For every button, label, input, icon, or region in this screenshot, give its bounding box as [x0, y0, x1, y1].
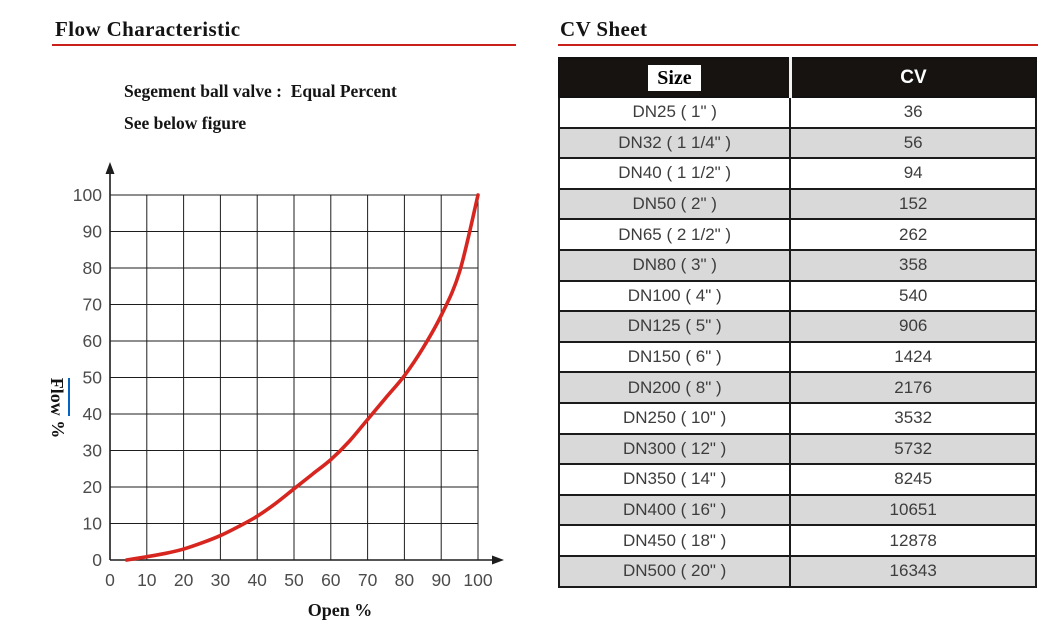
- cv-cell: 358: [789, 248, 1037, 282]
- x-tick-label: 0: [105, 570, 115, 590]
- table-row: DN25 ( 1" ) 36: [557, 96, 1037, 129]
- cv-cell: 12878: [789, 524, 1037, 557]
- size-cell: DN100 ( 4" ): [557, 279, 792, 313]
- table-header-size: Size: [557, 57, 792, 98]
- cv-cell: 8245: [789, 463, 1037, 496]
- cv-section: CV Sheet Size CV DN25 ( 1" ) 36 DN32 ( 1 1…: [540, 0, 1057, 640]
- y-tick-label: 10: [83, 514, 103, 534]
- table-row: DN40 ( 1 1/2" ) 94: [557, 157, 1037, 190]
- x-tick-label: 40: [247, 570, 267, 590]
- table-row: DN450 ( 18" ) 12878: [557, 524, 1037, 557]
- table-row: DN350 ( 14" ) 8245: [557, 463, 1037, 496]
- see-figure-text: See below figure: [124, 113, 247, 133]
- size-cell: DN250 ( 10" ): [557, 401, 792, 435]
- cv-table: Size CV DN25 ( 1" ) 36 DN32 ( 1 1/4" ) 56 DN…: [557, 57, 1037, 588]
- y-axis-label-unit: %: [48, 415, 69, 439]
- flow-section: Flow Characteristic Segement ball valve …: [46, 17, 516, 620]
- size-cell: DN150 ( 6" ): [557, 340, 792, 374]
- table-row: DN300 ( 12" ) 5732: [557, 432, 1037, 466]
- size-cell: DN300 ( 12" ): [557, 432, 792, 466]
- size-cell: DN32 ( 1 1/4" ): [557, 126, 792, 160]
- x-axis-label: Open %: [307, 600, 373, 620]
- y-tick-label: 50: [83, 368, 103, 388]
- cv-cell: 2176: [789, 371, 1037, 404]
- cv-cell: 1424: [789, 340, 1037, 374]
- cv-cell: 94: [789, 157, 1037, 190]
- table-row: DN150 ( 6" ) 1424: [557, 340, 1037, 374]
- cv-title-underline: [558, 44, 1038, 46]
- x-tick-label: 30: [211, 570, 231, 590]
- table-row: DN80 ( 3" ) 358: [557, 248, 1037, 282]
- y-tick-label: 30: [83, 441, 103, 461]
- x-tick-label: 90: [431, 570, 451, 590]
- equal-percent-curve: [124, 193, 480, 562]
- table-row: DN200 ( 8" ) 2176: [557, 371, 1037, 404]
- x-tick-label: 80: [395, 570, 415, 590]
- size-cell: DN80 ( 3" ): [557, 248, 792, 282]
- table-row: DN100 ( 4" ) 540: [557, 279, 1037, 313]
- table-row: DN50 ( 2" ) 152: [557, 187, 1037, 221]
- flow-title-underline: [52, 44, 516, 46]
- cv-cell: 5732: [789, 432, 1037, 466]
- x-tick-label: 20: [174, 570, 194, 590]
- y-axis-label-word: Flow: [46, 377, 70, 416]
- x-tick-label: 100: [463, 570, 492, 590]
- y-tick-label: 40: [83, 404, 103, 424]
- x-axis-arrow: [492, 555, 504, 565]
- x-tick-label: 50: [284, 570, 304, 590]
- cv-cell: 152: [789, 187, 1037, 221]
- size-cell: DN500 ( 20" ): [557, 554, 792, 588]
- size-cell: DN40 ( 1 1/2" ): [557, 157, 792, 190]
- flow-chart-svg: 0 10 20 30 40 50 60 70 80 90 100 0 10 20 30 40 50 60 70 80 9…: [73, 162, 504, 590]
- size-cell: DN25 ( 1" ): [557, 96, 792, 129]
- valve-type-text: Segement ball valve : Equal Percent: [124, 81, 397, 101]
- size-cell: DN65 ( 2 1/2" ): [557, 218, 792, 251]
- flow-title: Flow Characteristic: [55, 17, 241, 41]
- cv-cell: 540: [789, 279, 1037, 313]
- table-row: DN65 ( 2 1/2" ) 262: [557, 218, 1037, 251]
- size-cell: DN450 ( 18" ): [557, 524, 792, 557]
- size-cell: DN350 ( 14" ): [557, 463, 792, 496]
- cv-cell: 36: [789, 96, 1037, 129]
- cv-cell: 3532: [789, 401, 1037, 435]
- y-axis-label: Flow %: [46, 352, 70, 464]
- y-tick-label: 80: [83, 258, 103, 278]
- y-tick-label: 100: [73, 185, 102, 205]
- size-cell: DN50 ( 2" ): [557, 187, 792, 221]
- x-tick-label: 10: [137, 570, 157, 590]
- y-tick-label: 20: [83, 477, 103, 497]
- table-row: DN400 ( 16" ) 10651: [557, 493, 1037, 527]
- cv-cell: 16343: [789, 554, 1037, 588]
- table-row: DN32 ( 1 1/4" ) 56: [557, 126, 1037, 160]
- cv-cell: 56: [789, 126, 1037, 160]
- x-tick-label: 60: [321, 570, 341, 590]
- table-row: DN250 ( 10" ) 3532: [557, 401, 1037, 435]
- cv-cell: 10651: [789, 493, 1037, 527]
- cv-title: CV Sheet: [560, 17, 648, 41]
- cv-cell: 906: [789, 310, 1037, 343]
- table-header-row: Size CV: [557, 57, 1037, 98]
- cv-cell: 262: [789, 218, 1037, 251]
- table-header-cv: CV: [788, 57, 1037, 98]
- y-tick-label: 90: [83, 222, 103, 242]
- size-cell: DN400 ( 16" ): [557, 493, 792, 527]
- y-axis-arrow: [105, 162, 115, 174]
- size-cell: DN125 ( 5" ): [557, 310, 792, 343]
- size-cell: DN200 ( 8" ): [557, 371, 792, 404]
- table-row: DN125 ( 5" ) 906: [557, 310, 1037, 343]
- x-tick-label: 70: [358, 570, 378, 590]
- cv-table-body: DN25 ( 1" ) 36 DN32 ( 1 1/4" ) 56 DN40 ( 1 1…: [557, 96, 1037, 588]
- y-tick-label: 60: [83, 331, 103, 351]
- y-tick-label: 70: [83, 295, 103, 315]
- table-row: DN500 ( 20" ) 16343: [557, 554, 1037, 588]
- y-tick-label: 0: [92, 550, 102, 570]
